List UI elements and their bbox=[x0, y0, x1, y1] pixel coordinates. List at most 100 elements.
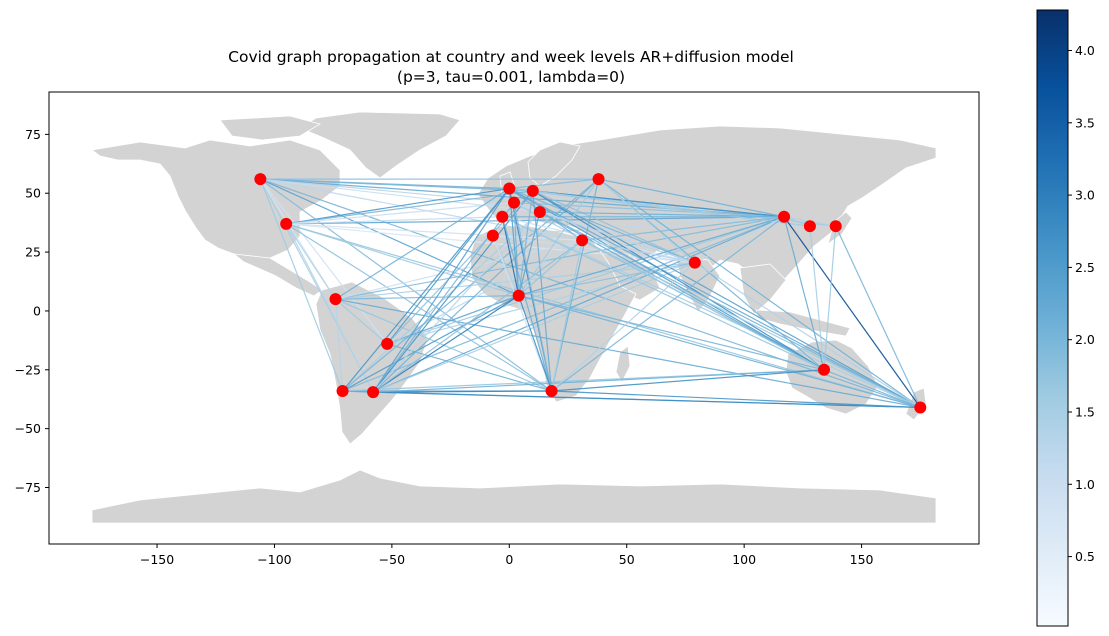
graph-edge bbox=[286, 187, 510, 225]
graph-edge bbox=[286, 223, 519, 297]
graph-edge bbox=[373, 369, 825, 393]
y-tick-label: −75 bbox=[15, 480, 41, 495]
graph-edge bbox=[372, 211, 541, 393]
edges-layer bbox=[259, 178, 921, 409]
graph-edge bbox=[342, 188, 510, 392]
country-node bbox=[545, 384, 558, 397]
graph-edge bbox=[598, 178, 921, 408]
graph-edge bbox=[809, 226, 825, 370]
country-node bbox=[336, 384, 349, 397]
x-tick-label: 0 bbox=[505, 552, 513, 567]
landmass-south-america bbox=[315, 281, 429, 445]
graph-edge bbox=[518, 216, 785, 297]
country-node bbox=[818, 363, 830, 376]
country-node bbox=[592, 173, 605, 186]
graph-edge bbox=[372, 216, 785, 393]
x-tick-label: −100 bbox=[257, 552, 291, 567]
country-node bbox=[329, 293, 342, 306]
landmass-greenland bbox=[299, 111, 461, 179]
graph-edge bbox=[532, 190, 921, 408]
landmass-madagascar bbox=[615, 345, 631, 383]
graph-edge bbox=[260, 178, 519, 297]
country-node bbox=[280, 217, 293, 230]
country-node bbox=[254, 173, 267, 186]
graph-edge bbox=[532, 190, 825, 371]
graph-edge bbox=[335, 239, 583, 300]
colorbar-tick-label: 1.0 bbox=[1075, 477, 1095, 492]
graph-edge bbox=[335, 298, 388, 345]
graph-edge bbox=[551, 390, 921, 409]
graph-edge bbox=[539, 211, 785, 218]
graph-edge bbox=[372, 239, 583, 393]
graph-edge bbox=[823, 369, 921, 409]
chart-title: Covid graph propagation at country and w… bbox=[228, 48, 794, 66]
country-node bbox=[367, 386, 380, 399]
colorbar-ticks: 0.5 1.0 1.5 2.0 2.5 3.0 3.5 4.0 bbox=[1068, 43, 1095, 564]
graph-edge bbox=[372, 295, 520, 393]
graph-edge bbox=[286, 190, 533, 225]
country-node bbox=[486, 229, 499, 242]
graph-edge bbox=[286, 202, 515, 225]
graph-edge bbox=[582, 216, 785, 241]
x-tick-label: −150 bbox=[140, 552, 174, 567]
graph-edge bbox=[783, 216, 825, 370]
graph-edge bbox=[260, 178, 583, 241]
colorbar-tick-label: 2.0 bbox=[1075, 332, 1095, 347]
plot-area bbox=[48, 91, 980, 545]
graph-edge bbox=[373, 391, 921, 409]
graph-edge bbox=[335, 188, 510, 300]
graph-edge bbox=[334, 299, 344, 392]
graph-edge bbox=[259, 178, 388, 345]
graph-edge bbox=[372, 190, 534, 393]
y-axis: −75 −50 −25 0 25 50 75 bbox=[15, 127, 49, 495]
graph-edge bbox=[260, 178, 533, 192]
graph-edge bbox=[513, 202, 520, 296]
graph-edge bbox=[286, 216, 503, 225]
country-node bbox=[503, 182, 516, 195]
graph-edge bbox=[550, 240, 583, 392]
country-node bbox=[533, 206, 546, 219]
colorbar-tick-label: 3.0 bbox=[1075, 188, 1095, 203]
country-node bbox=[576, 234, 589, 247]
x-tick-label: −50 bbox=[379, 552, 405, 567]
graph-edge bbox=[532, 190, 810, 227]
graph-edge bbox=[598, 178, 825, 371]
y-tick-label: 25 bbox=[25, 245, 41, 260]
graph-edge bbox=[518, 239, 583, 297]
chart-subtitle: (p=3, tau=0.001, lambda=0) bbox=[397, 68, 625, 86]
graph-edge bbox=[285, 223, 374, 393]
graph-edge bbox=[492, 216, 785, 237]
landmass-scandinavia bbox=[527, 141, 581, 187]
graph-edge bbox=[492, 235, 553, 392]
graph-edge bbox=[260, 178, 552, 392]
graph-edge bbox=[694, 216, 785, 264]
graph-edge bbox=[501, 216, 553, 392]
graph-edge bbox=[550, 178, 600, 392]
colorbar-tick-label: 0.5 bbox=[1075, 549, 1095, 564]
graph-edge bbox=[783, 216, 921, 408]
graph-edge bbox=[372, 188, 510, 393]
graph-edge bbox=[532, 190, 785, 218]
graph-edge bbox=[342, 178, 599, 392]
graph-edge bbox=[581, 239, 825, 371]
y-tick-label: 0 bbox=[33, 303, 41, 318]
graph-edge bbox=[342, 216, 785, 392]
landmass-southeast-asia bbox=[739, 263, 787, 315]
graph-edge bbox=[260, 178, 540, 213]
nodes-layer bbox=[254, 173, 927, 414]
graph-edge bbox=[835, 225, 921, 408]
graph-edge bbox=[694, 262, 921, 408]
x-tick-label: 100 bbox=[732, 552, 756, 567]
graph-edge bbox=[372, 178, 599, 393]
colorbar: 0.5 1.0 1.5 2.0 2.5 3.0 3.5 4.0 bbox=[1036, 9, 1095, 627]
graph-edge bbox=[518, 211, 541, 296]
colorbar-tick-label: 3.5 bbox=[1075, 115, 1095, 130]
graph-edge bbox=[518, 262, 695, 297]
graph-edge bbox=[509, 178, 599, 190]
plot-frame bbox=[48, 91, 980, 545]
country-node bbox=[526, 184, 539, 197]
graph-edge bbox=[373, 390, 552, 393]
graph-edge bbox=[518, 295, 921, 409]
graph-edge bbox=[501, 216, 520, 296]
y-tick-label: 50 bbox=[25, 186, 41, 201]
